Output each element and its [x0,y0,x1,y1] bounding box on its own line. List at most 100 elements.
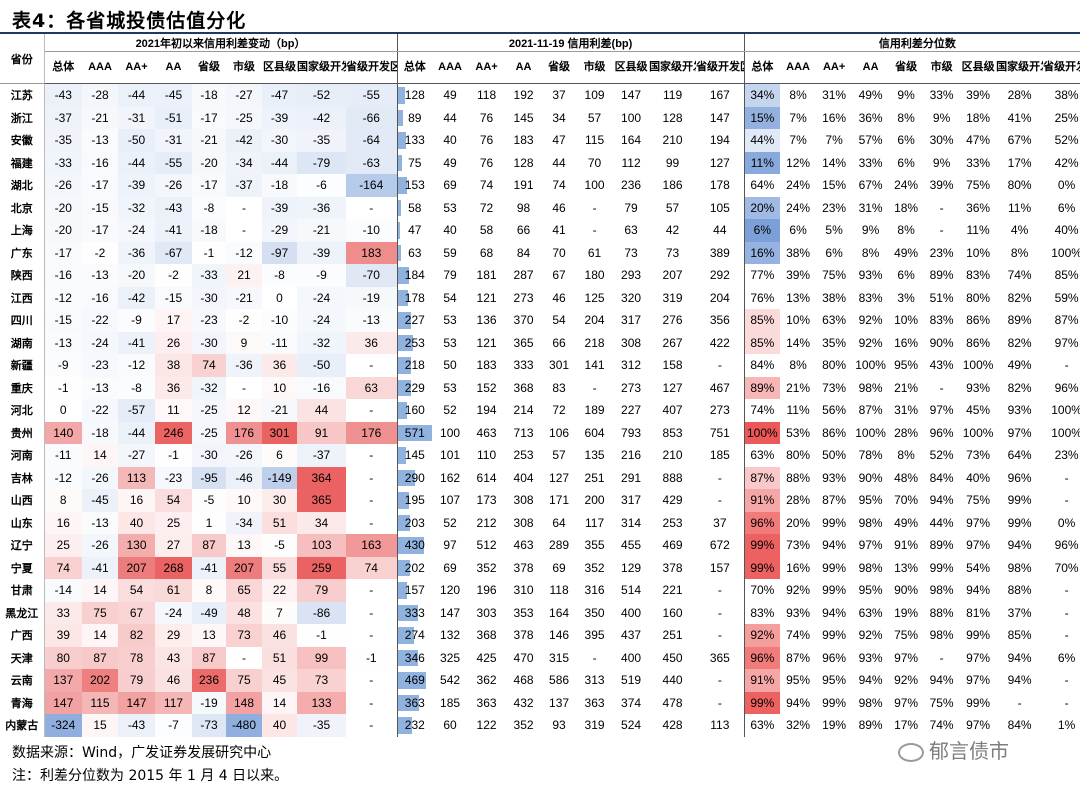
spread-cell: 135 [584,448,605,463]
spread-cell: 152 [476,380,497,395]
province-cell: 天津 [0,646,45,669]
change-cell: -42 [226,129,262,152]
table-body: 江苏 -43 -28 -44 -45 -18 -27 -47 -52 -55 128 49 118 192… [0,83,1080,737]
change-cell: 117 [155,691,192,714]
percentile-cell: 100% [962,425,994,440]
percentile-cell: 30% [929,133,954,148]
percentile-cell: 10% [966,245,991,260]
change-cell: 43 [155,646,192,669]
percentile-cell: 99% [822,628,847,643]
percentile-cell: 92% [858,335,883,350]
province-cell: 河北 [0,399,45,422]
spread-cell: 72 [479,200,494,215]
change-cell: - [242,200,246,215]
spread-cell: 112 [621,155,641,170]
spread-cell: 46 [552,200,566,215]
percentile-cell: 48% [894,470,919,485]
change-cell: 1 [205,515,213,530]
percentile-cell: 98% [858,380,883,395]
spread-bar [398,87,406,104]
change-cell: -25 [226,106,262,129]
change-cell: -41 [192,556,226,579]
spread-cell: 146 [549,628,570,643]
change-cell: 21 [226,264,262,287]
percentile-cell: 88% [1007,583,1032,598]
spread-cell: 173 [476,493,497,508]
spread-cell: 72 [552,403,566,418]
change-cell: 74 [192,354,226,377]
percentile-cell: 13% [786,290,811,305]
spread-cell: 183 [476,358,497,373]
sub-header: 国家级开发区 [996,51,1044,84]
change-cell: -20 [44,196,82,219]
change-cell: -24 [155,601,192,624]
percentile-cell: 93% [1007,403,1032,418]
spread-cell: 356 [709,313,730,328]
change-cell: 148 [226,691,262,714]
spread-bar [398,244,402,261]
table-row: 福建 -33 -16 -44 -55 -20 -34 -44 -79 -63 75 49 76 128 44… [0,151,1080,174]
change-cell: 8 [192,579,226,602]
spread-cell: 74 [479,178,494,193]
change-cell: -21 [262,399,297,422]
spread-cell: 99 [665,155,680,170]
change-cell: -46 [226,466,262,489]
spread-bar [398,334,413,351]
sub-header: 省级开发区 [1043,51,1080,84]
spread-cell: - [592,380,597,395]
table-row: 黑龙江 33 75 67 -24 -49 48 7 -86 - 333 147 303 353 164 350… [0,601,1080,624]
percentile-cell: 67% [858,178,883,193]
percentile-cell: 87% [822,493,847,508]
province-cell: 上海 [0,219,45,242]
percentile-cell: 7% [789,133,807,148]
percentile-cell: 87% [858,403,883,418]
change-cell: 80 [44,646,82,669]
spread-cell: 125 [584,290,605,305]
percentile-cell: 95% [894,358,919,373]
sub-header: AA [505,51,543,84]
change-cell: 55 [262,556,297,579]
change-cell: -10 [262,309,297,332]
change-cell: 202 [82,669,118,692]
percentile-total-cell: 91% [743,489,781,512]
sub-header: AA [155,51,192,84]
percentile-cell: 75% [966,178,991,193]
change-cell: -17 [44,241,82,264]
percentile-cell: 70% [894,493,919,508]
sub-header: AA+ [118,51,155,84]
spread-cell: 53 [443,335,457,350]
percentile-total-cell: 6% [743,219,781,242]
spread-cell: 425 [476,650,497,665]
percentile-total-cell: 11% [743,151,781,174]
percentile-cell: 59% [1054,290,1079,305]
percentile-cell: 93% [822,470,847,485]
change-cell: 38 [155,354,192,377]
change-cell: -55 [346,83,398,107]
percentile-cell: 92% [858,628,883,643]
percentile-cell: 11% [786,403,810,418]
change-cell: 67 [118,601,155,624]
percentile-cell: 67% [1007,133,1032,148]
spread-cell: 395 [584,628,605,643]
change-cell: -44 [118,421,155,444]
spread-cell: 106 [549,425,570,440]
percentile-total-cell: 76% [743,286,781,309]
spread-total-cell: 47 [396,219,433,242]
percentile-cell: - [1064,628,1069,643]
spread-cell: 363 [584,695,605,710]
change-cell: -51 [155,106,192,129]
percentile-cell: 98% [858,515,883,530]
spread-total-cell: 253 [396,331,433,354]
change-cell: -33 [44,151,82,174]
spread-cell: 320 [621,290,642,305]
spread-cell: 404 [513,470,534,485]
percentile-cell: 97% [966,650,991,665]
spread-cell: 200 [584,493,605,508]
spread-cell: 614 [476,470,497,485]
change-cell: 30 [262,489,297,512]
change-cell: 14 [82,624,118,647]
percentile-cell: - [1064,470,1069,485]
percentile-cell: 89% [929,268,954,283]
spread-bar [398,469,416,486]
spread-cell: - [717,470,722,485]
